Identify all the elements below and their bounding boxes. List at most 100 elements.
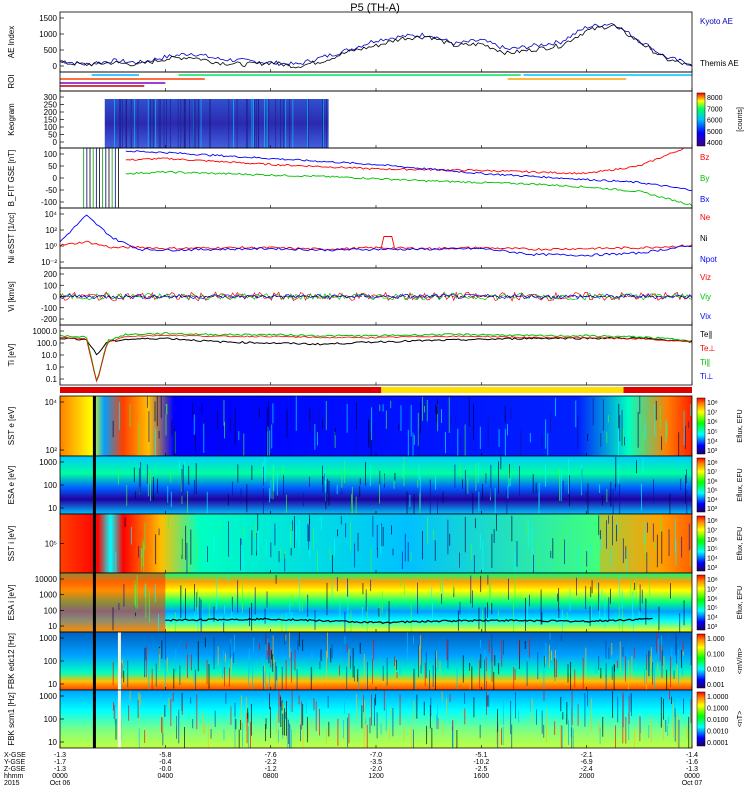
esa-i-moment-line <box>165 617 653 624</box>
density-ne-spike <box>380 236 395 248</box>
bfield-series-by <box>125 170 692 207</box>
mode-bar-segment-1 <box>381 387 624 393</box>
ytick-label: 10 <box>48 738 57 747</box>
panel-esa_i-plot-area <box>60 573 692 632</box>
colorbar <box>696 633 706 689</box>
colorbar-tick-label: 10⁵ <box>707 605 718 612</box>
ytick-label: -100 <box>41 198 58 207</box>
y-axis-label: AE Index <box>7 26 16 58</box>
ytick-label: 50 <box>48 162 57 171</box>
colorbar-tick-label: 7000 <box>707 106 723 113</box>
colorbar-label: Eflux, EFU <box>737 527 744 560</box>
ytick-label: 100 <box>44 123 58 132</box>
ytick-label: 10² <box>45 226 57 235</box>
fbk_b-gap <box>92 690 96 748</box>
ytick-label: 0 <box>53 293 58 302</box>
legend-entry: Viy <box>700 293 711 302</box>
colorbar-tick-label: 10⁴ <box>707 438 718 445</box>
ytick-label: 100 <box>44 606 58 615</box>
esa_e-gap <box>92 456 96 514</box>
x-axis-tick-label: -1.6 <box>686 759 698 766</box>
chart-title: P5 (TH-A) <box>350 2 400 14</box>
mode-bar-segment-0 <box>60 387 382 393</box>
panel-roi: ROI <box>7 71 693 92</box>
temperature-series <box>60 336 692 356</box>
panel-sst_e-plot-area <box>60 396 692 456</box>
x-axis-tick-label: -6.9 <box>581 759 593 766</box>
x-axis-tick-label: -2.1 <box>581 752 593 759</box>
legend-entry: Bx <box>700 195 709 204</box>
bfield-series-bz <box>125 148 685 175</box>
ytick-label: 1000 <box>39 591 57 600</box>
ytick-label: 10⁻² <box>41 258 57 267</box>
x-axis-tick-label: 0800 <box>263 773 279 780</box>
ytick-label: 0 <box>53 174 58 183</box>
ytick-label: 10 <box>48 622 57 631</box>
panel-fbk_b: 1000 100 10 FBK scm1 [Hz] 1.0000 0.1000 0.0100… <box>7 689 744 749</box>
y-axis-label: Ti [eV] <box>7 344 16 367</box>
colorbar-label: <mV/m> <box>737 648 744 674</box>
colorbar-tick-label: 0.100 <box>707 651 725 658</box>
colorbar-tick-label: 10³ <box>707 448 718 455</box>
y-axis-label: FBK scm1 [Hz] <box>7 692 16 745</box>
ytick-label: 10² <box>45 446 57 455</box>
ytick-label: 10⁴ <box>45 210 58 219</box>
fbk_e-spectrogram <box>60 632 692 690</box>
x-axis-tick-label: -2.4 <box>581 766 593 773</box>
x-axis-row-label: 2015 <box>4 780 20 787</box>
panel-density: 10⁴ 10² 10⁰ 10⁻² Ni eSST [1/cc] Ne Ni Npot <box>7 207 718 269</box>
colorbar-tick-label: 0.010 <box>707 667 725 674</box>
colorbar-label: <nT> <box>737 711 744 727</box>
ytick-label: 100 <box>44 150 58 159</box>
colorbar-tick-label: 1.0000 <box>707 694 729 701</box>
ytick-label: 0 <box>53 138 58 147</box>
ytick-label: 1000 <box>39 692 57 701</box>
x-axis-tick-label: -10.2 <box>473 759 489 766</box>
colorbar-tick-label: 10⁵ <box>707 546 718 553</box>
x-axis-tick-label: -2.0 <box>370 766 382 773</box>
ytick-label: 10⁰ <box>45 242 57 251</box>
legend-entry: Ti∥ <box>700 358 710 367</box>
colorbar-tick-label: 10⁶ <box>707 419 718 426</box>
legend-entry: Npot <box>700 255 718 264</box>
panel-fbk_e: 1000 100 10 FBK edc12 [Hz] 1.000 0.100 0.010 0.… <box>7 631 744 691</box>
x-axis-tick-label: -1.3 <box>54 766 66 773</box>
panel-temperature: 1000.0 100.0 10.0 1.0 0.1 Ti [eV] Te∥ Te⊥ Ti∥ Ti⊥ <box>7 324 715 386</box>
panel-bfield: 100 50 0 -50 -100 B_FIT GSE [nT] Bz By Bx <box>7 147 709 209</box>
fbk_b-gap-white <box>117 690 121 748</box>
colorbar-tick-label: 10⁸ <box>707 577 718 584</box>
colorbar-tick-label: 0.001 <box>707 682 725 689</box>
mode-bar-segment-2 <box>623 387 692 393</box>
y-axis-label: ESA e [eV] <box>7 466 16 505</box>
legend-entry: Te⊥ <box>700 344 715 353</box>
x-axis-tick-label: -7.6 <box>265 752 277 759</box>
x-axis-tick-label: -0.0 <box>159 766 171 773</box>
y-axis-label: ROI <box>7 74 16 88</box>
ae-series-kyoto-ae <box>60 22 692 67</box>
colorbar-tick-label: 10⁶ <box>707 537 718 544</box>
ytick-label: 1000 <box>39 458 57 467</box>
colorbar-tick-label: 10⁴ <box>707 556 718 563</box>
ytick-label: 1000 <box>39 30 57 39</box>
colorbar-tick-label: 10⁶ <box>707 596 718 603</box>
panel-esa_i: 10000 1000 100 10 ESA i [eV] 10⁸ 10⁷ 10⁶ 10⁵ 10⁴ 1… <box>7 572 744 633</box>
panel-velocity-plot-area <box>60 291 692 302</box>
y-axis-label: Keogram <box>7 103 16 136</box>
colorbar-tick-label: 0.1000 <box>707 706 729 713</box>
ae-series-themis-ae <box>60 24 692 69</box>
colorbar-tick-label: 10⁷ <box>707 586 718 593</box>
density-series-npot <box>60 214 692 257</box>
velocity-series-vix <box>60 293 692 300</box>
ytick-label: 1000.0 <box>33 327 58 336</box>
legend-entry: Te∥ <box>700 330 712 339</box>
panel-bfield-frame <box>59 147 693 209</box>
legend-entry: Ni <box>700 234 708 243</box>
ytick-label: -100 <box>41 304 58 313</box>
fbk_e-gap-white <box>117 632 121 690</box>
x-axis-labels: X-GSEY-GSEZ-GSEhhmm2015-1.3-1.7-1.30000O… <box>4 752 702 787</box>
colorbar <box>696 92 706 147</box>
sst_i-spectrogram <box>60 514 692 573</box>
ytick-label: 10⁵ <box>45 540 57 549</box>
colorbar-label: Eflux, EFU <box>737 409 744 442</box>
